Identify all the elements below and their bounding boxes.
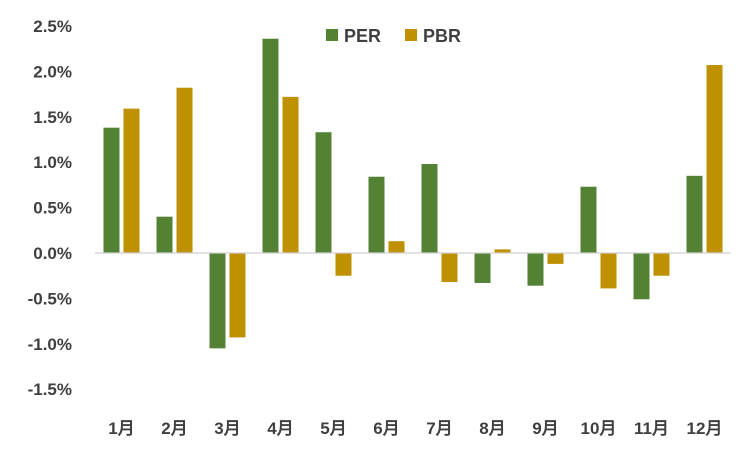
bar-per-3 (209, 253, 226, 349)
bar-pbr-9 (547, 253, 564, 264)
x-tick-label: 4月 (267, 419, 293, 438)
bar-per-9 (527, 253, 544, 286)
x-tick-label: 8月 (479, 419, 505, 438)
x-tick-label: 6月 (373, 419, 399, 438)
x-tick-label: 9月 (532, 419, 558, 438)
bar-per-11 (633, 253, 650, 300)
y-tick-label: -1.5% (28, 380, 72, 399)
y-tick-label: -0.5% (28, 289, 72, 308)
legend-label-pbr: PBR (423, 26, 461, 46)
x-tick-label: 1月 (108, 419, 134, 438)
y-axis: 2.5% 2.0% 1.5% 1.0% 0.5% 0.0% -0.5% -1.0% -1.5% (28, 17, 72, 399)
bar-pbr-10 (600, 253, 617, 289)
bar-per-12 (686, 175, 703, 253)
legend-label-per: PER (344, 26, 381, 46)
bar-pbr-8 (494, 249, 511, 253)
x-tick-label: 2月 (161, 419, 187, 438)
bar-pbr-3 (229, 253, 246, 338)
bar-per-8 (474, 253, 491, 283)
bar-pbr-11 (653, 253, 670, 276)
x-tick-label: 7月 (426, 419, 452, 438)
legend: PER PBR (326, 26, 461, 46)
bar-pbr-7 (441, 253, 458, 283)
y-tick-label: -1.0% (28, 335, 72, 354)
bar-per-5 (315, 132, 332, 253)
bars (103, 38, 723, 349)
y-tick-label: 2.5% (33, 17, 72, 36)
legend-swatch-per (326, 29, 338, 41)
y-tick-label: 0.5% (33, 199, 72, 218)
bar-per-7 (421, 164, 438, 253)
x-tick-label: 11月 (634, 419, 669, 438)
bar-pbr-4 (282, 96, 299, 253)
y-tick-label: 1.0% (33, 153, 72, 172)
x-tick-label: 3月 (214, 419, 240, 438)
bar-pbr-2 (176, 87, 193, 253)
bar-pbr-6 (388, 241, 405, 253)
bar-pbr-1 (123, 108, 140, 254)
x-axis: 1月 2月 3月 4月 5月 6月 7月 8月 9月 10月 11月 12月 (108, 419, 722, 438)
x-tick-label: 10月 (581, 419, 617, 438)
bar-pbr-5 (335, 253, 352, 276)
x-tick-label: 12月 (687, 419, 723, 438)
bar-per-1 (103, 127, 120, 253)
bar-per-6 (368, 176, 385, 253)
bar-per-2 (156, 216, 173, 253)
bar-per-10 (580, 186, 597, 253)
bar-pbr-12 (706, 65, 723, 253)
legend-swatch-pbr (405, 29, 417, 41)
x-tick-label: 5月 (320, 419, 346, 438)
y-tick-label: 2.0% (33, 62, 72, 81)
y-tick-label: 0.0% (33, 244, 72, 263)
y-tick-label: 1.5% (33, 108, 72, 127)
bar-per-4 (262, 38, 279, 253)
